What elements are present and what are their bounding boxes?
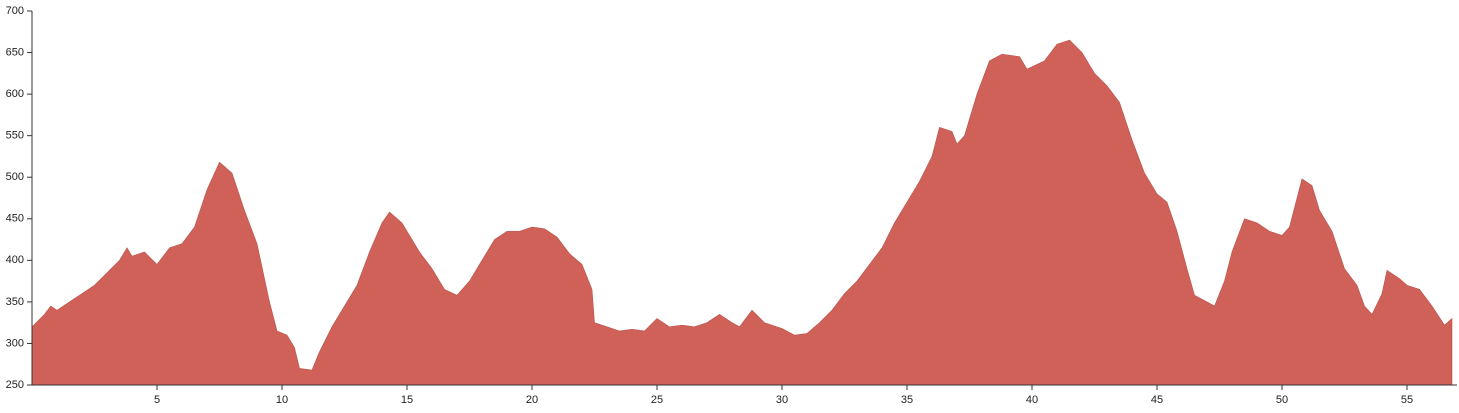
y-tick-label: 250 (6, 379, 24, 391)
y-tick-label: 350 (6, 296, 24, 308)
y-tick-label: 450 (6, 213, 24, 225)
y-tick-label: 300 (6, 337, 24, 349)
x-tick-label: 50 (1276, 394, 1288, 406)
elevation-area (31, 39, 1453, 386)
x-tick-label: 5 (154, 394, 160, 406)
y-tick-label: 700 (6, 5, 24, 17)
x-tick-label: 35 (901, 394, 913, 406)
x-tick-label: 55 (1401, 394, 1413, 406)
x-tick-label: 30 (776, 394, 788, 406)
x-tick-label: 20 (526, 394, 538, 406)
x-tick-label: 10 (276, 394, 288, 406)
x-tick-label: 40 (1026, 394, 1038, 406)
y-tick-label: 550 (6, 130, 24, 142)
y-tick-label: 600 (6, 88, 24, 100)
x-tick-label: 25 (651, 394, 663, 406)
y-tick-label: 400 (6, 254, 24, 266)
y-tick-label: 650 (6, 46, 24, 58)
x-tick-label: 15 (401, 394, 413, 406)
x-tick-label: 45 (1151, 394, 1163, 406)
y-tick-label: 500 (6, 171, 24, 183)
